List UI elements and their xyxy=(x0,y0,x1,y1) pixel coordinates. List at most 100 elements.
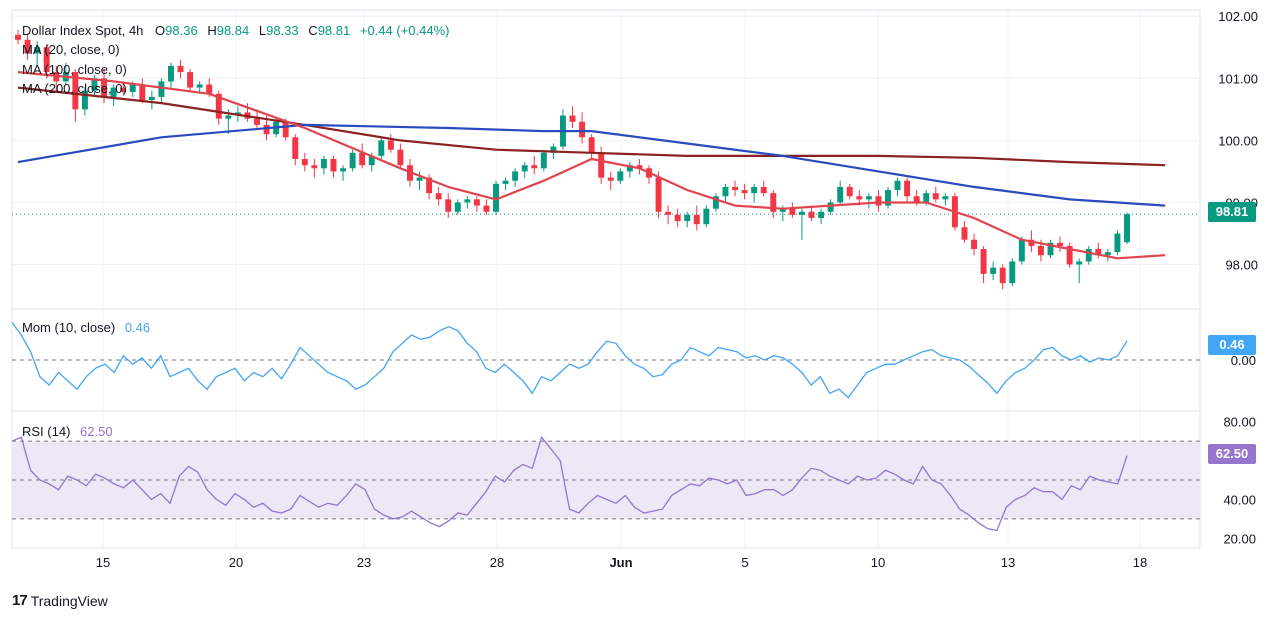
momentum-line xyxy=(11,322,1128,399)
candle-body xyxy=(416,177,423,181)
ohlc-high-label: H xyxy=(207,23,217,38)
candle-body xyxy=(732,186,738,191)
rsi-tick-label: 20.00 xyxy=(1223,531,1256,546)
candle-body xyxy=(330,159,337,172)
ma200-line xyxy=(17,86,1166,167)
candle-body xyxy=(426,177,433,194)
candle-body xyxy=(282,121,289,138)
ohlc-low: 98.33 xyxy=(266,23,299,38)
candle-body xyxy=(1018,239,1025,262)
candle-body xyxy=(1124,214,1130,243)
candle-body xyxy=(81,90,88,110)
candle-body xyxy=(493,183,499,212)
candle-body xyxy=(885,190,891,206)
tradingview-logo[interactable]: 17 TradingView xyxy=(12,592,108,609)
rsi-line xyxy=(11,435,1128,532)
candle-body xyxy=(454,202,461,212)
candle-body xyxy=(1057,242,1064,246)
candle-body xyxy=(932,193,939,200)
candle-body xyxy=(808,211,815,218)
candle-body xyxy=(770,193,777,212)
mom-label: Mom (10, close) xyxy=(22,320,116,335)
last-price-tag: 98.81 xyxy=(1208,202,1256,222)
candle-body xyxy=(177,65,184,73)
candle-body xyxy=(904,180,911,197)
time-tick-label: Jun xyxy=(609,555,632,570)
candle-body xyxy=(1104,252,1111,256)
candle-body xyxy=(722,186,729,197)
candle-body xyxy=(865,196,872,200)
chart-frame xyxy=(11,9,1201,549)
candle-body xyxy=(301,159,308,166)
candle-body xyxy=(751,186,758,194)
candle-body xyxy=(368,155,375,166)
candle-body xyxy=(837,186,844,203)
ma20-legend: MA (20, close, 0) xyxy=(22,42,120,58)
price-tick-label: 98.00 xyxy=(1225,258,1258,273)
candle-body xyxy=(789,208,796,215)
price-tick-label: 102.00 xyxy=(1218,9,1258,24)
candle-body xyxy=(923,193,930,203)
ma200-label: MA (200, close, 0) xyxy=(22,81,127,96)
candle-body xyxy=(626,165,633,172)
candle-body xyxy=(187,72,194,88)
candle-body xyxy=(1009,261,1016,284)
ohlc-change: +0.44 (+0.44%) xyxy=(359,23,450,38)
candle-body xyxy=(158,81,165,97)
symbol-title: Dollar Index Spot, 4h xyxy=(22,23,144,38)
candle-body xyxy=(655,177,662,212)
candle-body xyxy=(798,211,805,215)
candle-body xyxy=(980,249,987,274)
candle-body xyxy=(827,202,834,212)
candle-body xyxy=(1085,249,1092,262)
candle-body xyxy=(206,84,213,94)
candle-body xyxy=(378,140,385,156)
candle-body xyxy=(1066,245,1073,265)
candle-body xyxy=(636,165,643,169)
candle-body xyxy=(311,165,318,169)
candle-body xyxy=(588,137,595,153)
candle-body xyxy=(1076,261,1083,265)
ohlc-low-label: L xyxy=(258,23,267,38)
mom-tick-label: 0.00 xyxy=(1231,353,1256,368)
mom-last-tag: 0.46 xyxy=(1208,335,1256,355)
price-tick-label: 100.00 xyxy=(1218,133,1258,148)
candle-body xyxy=(579,121,586,138)
candle-body xyxy=(473,199,480,206)
rsi-last-tag: 62.50 xyxy=(1208,444,1256,464)
ma20-line xyxy=(17,71,1166,260)
candle-body xyxy=(703,208,710,225)
time-tick-label: 28 xyxy=(490,555,504,570)
rsi-tick-label: 80.00 xyxy=(1223,415,1256,430)
candle-body xyxy=(435,193,442,200)
candle-body xyxy=(483,205,490,212)
candle-body xyxy=(999,267,1006,284)
rsi-legend: RSI (14) 62.50 xyxy=(22,424,113,440)
time-tick-label: 13 xyxy=(1001,555,1015,570)
time-tick-label: 10 xyxy=(871,555,885,570)
ma100-legend: MA (100, close, 0) xyxy=(22,62,127,78)
candle-body xyxy=(225,115,232,119)
candle-body xyxy=(856,196,863,200)
candle-body xyxy=(43,47,50,73)
candle-body xyxy=(779,208,786,212)
candle-body xyxy=(531,165,538,169)
candle-body xyxy=(846,186,853,197)
candle-body xyxy=(263,124,270,135)
candle-body xyxy=(521,165,528,172)
tradingview-logo-text: TradingView xyxy=(30,592,108,609)
candle-body xyxy=(120,87,127,92)
ma100-label: MA (100, close, 0) xyxy=(22,62,127,77)
candle-body xyxy=(139,84,146,101)
candle-body xyxy=(72,72,79,110)
candle-body xyxy=(665,211,672,215)
candle-body xyxy=(693,214,700,225)
candle-body xyxy=(445,199,452,212)
candle-body xyxy=(254,118,260,125)
candle-body xyxy=(875,196,882,206)
ohlc-close-label: C xyxy=(308,23,318,38)
candle-body xyxy=(913,196,920,203)
candle-body xyxy=(741,190,748,194)
ma100-line xyxy=(17,123,1166,207)
